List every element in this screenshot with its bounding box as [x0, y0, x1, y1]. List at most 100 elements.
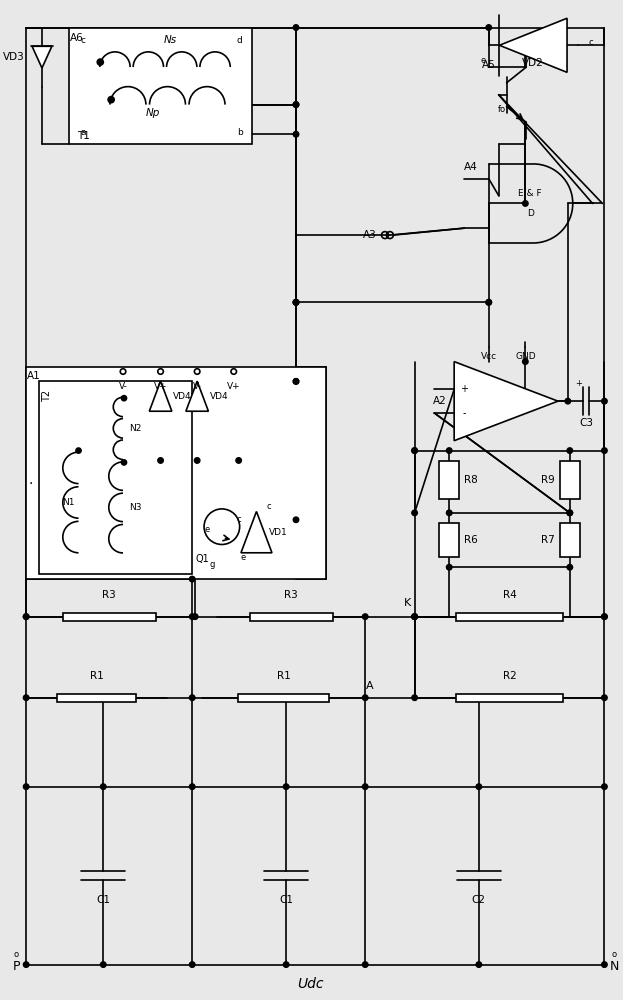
Circle shape	[567, 510, 573, 516]
Circle shape	[24, 784, 29, 789]
Text: VD1: VD1	[269, 528, 288, 537]
Circle shape	[283, 962, 289, 967]
Circle shape	[24, 695, 29, 700]
Circle shape	[76, 448, 81, 453]
Circle shape	[189, 614, 195, 619]
Bar	[439, 523, 459, 557]
Circle shape	[602, 614, 607, 619]
Circle shape	[121, 396, 126, 401]
Circle shape	[189, 962, 195, 967]
Circle shape	[293, 517, 299, 523]
Circle shape	[24, 962, 29, 967]
Circle shape	[363, 962, 368, 967]
Circle shape	[486, 300, 492, 305]
Text: C1: C1	[96, 895, 110, 905]
Text: K: K	[404, 598, 411, 608]
Text: +: +	[460, 384, 468, 394]
Bar	[250, 613, 333, 621]
Circle shape	[412, 448, 417, 453]
Text: c: c	[81, 36, 86, 45]
Text: VD2: VD2	[522, 58, 544, 68]
Bar	[560, 523, 579, 557]
Text: R9: R9	[541, 475, 555, 485]
Circle shape	[283, 784, 289, 789]
Text: R8: R8	[464, 475, 478, 485]
Polygon shape	[150, 381, 172, 411]
Bar	[457, 694, 563, 702]
Circle shape	[486, 300, 492, 305]
Bar	[63, 613, 156, 621]
Text: A6: A6	[70, 33, 83, 43]
Bar	[26, 367, 326, 579]
Text: g: g	[209, 560, 215, 569]
Circle shape	[293, 25, 299, 30]
Circle shape	[293, 300, 299, 305]
Circle shape	[447, 564, 452, 570]
Circle shape	[412, 614, 417, 619]
Circle shape	[121, 460, 126, 465]
Bar	[69, 28, 252, 144]
Circle shape	[293, 102, 299, 107]
Text: e: e	[241, 553, 246, 562]
Text: R2: R2	[503, 671, 516, 681]
Circle shape	[193, 614, 198, 619]
Text: c: c	[588, 38, 593, 47]
Circle shape	[293, 379, 299, 384]
Circle shape	[567, 510, 573, 516]
Text: N3: N3	[128, 503, 141, 512]
Text: c: c	[267, 502, 272, 511]
Circle shape	[602, 962, 607, 967]
Text: T2: T2	[42, 390, 52, 402]
Text: A2: A2	[432, 396, 446, 406]
Text: C1: C1	[279, 895, 293, 905]
Circle shape	[412, 448, 417, 453]
Circle shape	[412, 510, 417, 516]
Text: A3: A3	[363, 230, 377, 240]
Circle shape	[293, 102, 299, 107]
Text: o: o	[14, 950, 19, 959]
Circle shape	[189, 576, 195, 582]
Text: A1: A1	[27, 371, 41, 381]
Text: R6: R6	[464, 535, 478, 545]
Circle shape	[567, 564, 573, 570]
Text: b: b	[237, 128, 242, 137]
Text: VD4: VD4	[173, 392, 192, 401]
Circle shape	[602, 448, 607, 453]
Circle shape	[108, 96, 114, 103]
Text: +: +	[575, 379, 582, 388]
Text: e: e	[480, 56, 485, 65]
Circle shape	[567, 448, 573, 453]
Circle shape	[158, 458, 163, 463]
Bar	[457, 613, 563, 621]
Circle shape	[24, 614, 29, 619]
Bar	[560, 461, 579, 499]
Circle shape	[24, 614, 29, 619]
Circle shape	[412, 614, 417, 619]
Text: Np: Np	[146, 108, 160, 118]
Circle shape	[236, 458, 242, 463]
Text: N1: N1	[62, 498, 75, 507]
Circle shape	[293, 131, 299, 137]
Circle shape	[602, 695, 607, 700]
Circle shape	[363, 784, 368, 789]
Circle shape	[602, 614, 607, 619]
Circle shape	[412, 695, 417, 700]
Text: .: .	[29, 473, 33, 487]
Text: Udc: Udc	[298, 977, 324, 991]
Text: R3: R3	[102, 590, 116, 600]
Circle shape	[523, 359, 528, 364]
Circle shape	[447, 510, 452, 516]
Circle shape	[412, 614, 417, 619]
Text: V-: V-	[118, 382, 128, 391]
Circle shape	[602, 784, 607, 789]
Text: A4: A4	[464, 162, 478, 172]
Text: d: d	[237, 36, 242, 45]
Text: C3: C3	[579, 418, 593, 428]
Text: VD3: VD3	[3, 52, 25, 62]
Circle shape	[189, 784, 195, 789]
Text: fo: fo	[498, 105, 506, 114]
Circle shape	[194, 458, 200, 463]
Circle shape	[523, 201, 528, 206]
Text: Q1: Q1	[195, 554, 209, 564]
Text: GND: GND	[515, 352, 536, 361]
